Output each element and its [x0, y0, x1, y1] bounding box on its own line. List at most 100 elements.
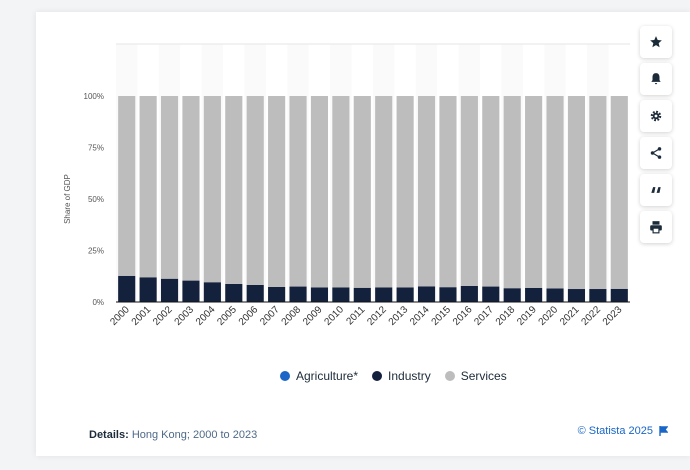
credit-text: © Statista 2025 — [577, 425, 653, 437]
bar-services-2019 — [525, 96, 543, 288]
bar-industry-2014 — [417, 286, 436, 302]
bar-industry-2006 — [246, 284, 264, 302]
bar-industry-2012 — [375, 287, 393, 302]
legend-item-agriculture[interactable]: Agriculture* — [280, 369, 358, 383]
bar-industry-2009 — [310, 287, 329, 302]
x-tick-label: 2009 — [301, 304, 325, 328]
bar-services-2009 — [310, 96, 329, 288]
chart-legend: Agriculture* Industry Services — [280, 369, 507, 383]
x-tick-label: 2003 — [173, 304, 197, 328]
chart-area: 0%25%50%75%100%Share of GDP2000200120022… — [63, 43, 630, 328]
x-tick-label: 2016 — [451, 304, 475, 328]
x-tick-label: 2004 — [194, 304, 218, 328]
legend-label-services: Services — [460, 369, 507, 383]
x-tick-label: 2020 — [537, 304, 561, 328]
x-tick-label: 2019 — [515, 304, 539, 328]
x-tick-label: 2001 — [130, 304, 154, 328]
bar-services-2008 — [289, 96, 307, 287]
x-tick-label: 2007 — [258, 304, 282, 328]
bar-industry-2013 — [396, 287, 414, 302]
y-tick-label: 50% — [88, 195, 104, 204]
bar-services-2006 — [246, 96, 264, 285]
x-tick-label: 2013 — [387, 304, 411, 328]
x-tick-label: 2021 — [558, 304, 582, 328]
chart-details: Details: Hong Kong; 2000 to 2023 — [89, 429, 257, 441]
chart-card: 0% 25% 50% 75% 100% Share of GDP 2000 2001 2002 2… — [36, 12, 690, 456]
legend-label-agriculture: Agriculture* — [296, 369, 359, 383]
bar-services-2015 — [439, 96, 457, 288]
bar-services-2018 — [503, 96, 521, 289]
y-tick-label: 75% — [88, 144, 104, 153]
bar-industry-2011 — [353, 287, 371, 302]
bar-services-2000 — [118, 96, 136, 276]
bar-services-2023 — [610, 96, 628, 289]
legend-item-services[interactable]: Services — [444, 369, 507, 383]
bar-services-2020 — [546, 96, 564, 289]
legend-dot-industry — [372, 371, 383, 381]
flag-icon — [659, 426, 668, 436]
bar-industry-2020 — [546, 288, 564, 302]
bar-industry-2023 — [610, 288, 628, 302]
bar-services-2017 — [482, 96, 500, 287]
bar-services-2007 — [268, 96, 286, 287]
favorite-button[interactable] — [640, 26, 672, 58]
cite-button[interactable] — [640, 174, 672, 206]
bar-industry-2004 — [203, 282, 221, 302]
bar-industry-2007 — [268, 286, 286, 302]
bell-icon — [651, 73, 661, 85]
notification-button[interactable] — [640, 63, 672, 95]
x-tick-label: 2022 — [579, 304, 603, 328]
legend-item-industry[interactable]: Industry — [372, 369, 431, 383]
quote-icon — [651, 187, 661, 193]
y-tick-label: 100% — [84, 92, 104, 101]
bar-services-2005 — [225, 96, 243, 284]
bar-industry-2001 — [139, 277, 157, 302]
x-tick-label: 2018 — [494, 304, 518, 328]
y-tick-label: 0% — [92, 298, 104, 307]
bar-services-2011 — [353, 96, 371, 288]
bar-services-2022 — [589, 96, 607, 290]
x-tick-label: 2008 — [280, 304, 304, 328]
legend-label-industry: Industry — [388, 369, 431, 383]
bar-services-2001 — [139, 96, 157, 278]
x-tick-label: 2014 — [408, 304, 432, 328]
bar-industry-2019 — [525, 287, 543, 302]
statista-credit[interactable]: © Statista 2025 — [578, 425, 668, 437]
bar-industry-2003 — [182, 280, 200, 302]
settings-button[interactable] — [640, 100, 672, 132]
print-button[interactable] — [640, 211, 672, 243]
x-tick-label: 2011 — [344, 304, 367, 327]
legend-dot-agriculture — [280, 371, 290, 381]
bar-industry-2021 — [567, 289, 586, 302]
bar-services-2021 — [567, 96, 586, 290]
x-tick-label: 2005 — [215, 304, 239, 328]
share-button[interactable] — [640, 137, 672, 169]
bar-services-2002 — [160, 96, 179, 279]
bar-industry-2000 — [118, 275, 136, 302]
bar-services-2014 — [417, 96, 436, 287]
x-tick-label: 2017 — [472, 304, 496, 328]
bar-services-2012 — [375, 96, 393, 288]
star-icon — [650, 36, 662, 48]
x-tick-label: 2010 — [322, 304, 346, 328]
bar-industry-2005 — [225, 283, 243, 302]
x-tick-label: 2000 — [108, 304, 132, 328]
bar-services-2010 — [332, 96, 350, 288]
bar-industry-2010 — [332, 287, 350, 302]
x-tick-label: 2023 — [601, 304, 625, 328]
x-tick-label: 2002 — [151, 304, 175, 328]
bar-industry-2017 — [482, 286, 500, 302]
bar-industry-2015 — [439, 287, 457, 302]
bar-industry-2016 — [460, 285, 478, 302]
print-icon — [650, 221, 662, 234]
y-tick-label: 25% — [88, 247, 104, 256]
x-tick-label: 2015 — [430, 304, 454, 328]
gear-icon — [650, 110, 662, 122]
details-label: Details: — [89, 429, 129, 441]
bar-industry-2018 — [503, 288, 521, 302]
bar-industry-2022 — [589, 289, 607, 302]
bar-services-2013 — [396, 96, 414, 288]
bar-services-2004 — [203, 96, 221, 283]
bar-services-2003 — [182, 96, 200, 281]
bar-industry-2008 — [289, 286, 307, 302]
